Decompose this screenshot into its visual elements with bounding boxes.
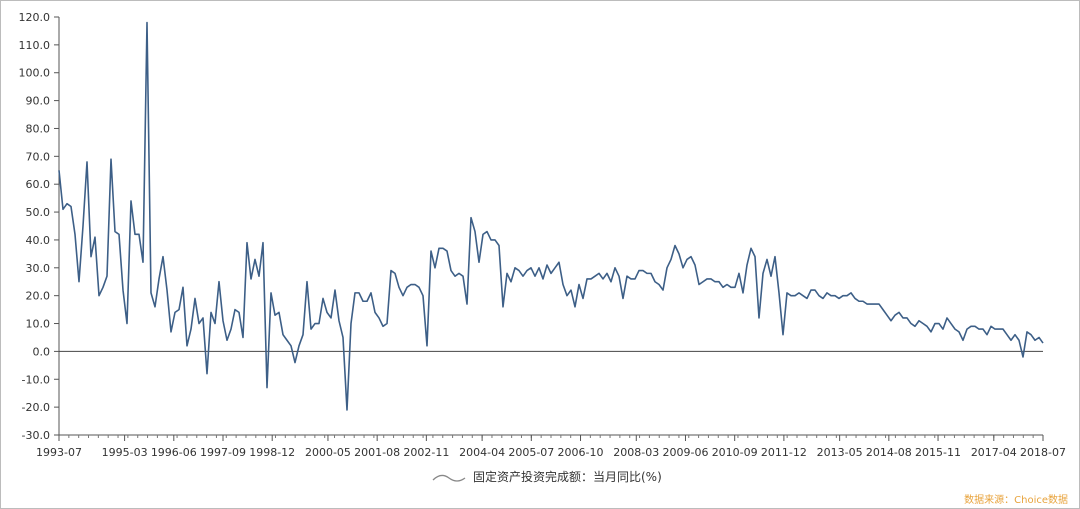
x-tick-label: 2013-05 [817, 446, 863, 459]
x-tick-label: 2010-09 [712, 446, 758, 459]
x-tick-label: 2000-05 [305, 446, 351, 459]
legend-label: 固定资产投资完成额：当月同比(%) [473, 469, 662, 484]
x-tick-label: 2004-04 [459, 446, 505, 459]
y-tick-label: 50.0 [26, 206, 51, 219]
y-tick-label: 70.0 [26, 150, 51, 163]
x-tick-label: 1998-12 [249, 446, 295, 459]
x-tick-label: 2005-07 [508, 446, 554, 459]
x-axis: 1993-07 1995-03 1996-06 1997-09 1998-12 2000-… [36, 434, 1066, 459]
x-tick-label: 1993-07 [36, 446, 82, 459]
y-tick-label: 60.0 [26, 178, 51, 191]
series-line [58, 21, 1044, 411]
y-tick-label: 90.0 [26, 95, 51, 108]
y-tick-label: 20.0 [26, 290, 51, 303]
y-tick-label: -10.0 [22, 373, 50, 386]
y-tick-label: 30.0 [26, 262, 51, 275]
x-tick-label: 2008-03 [613, 446, 659, 459]
x-tick-label: 2018-07 [1020, 446, 1066, 459]
y-tick-label: 10.0 [26, 318, 51, 331]
source-note: 数据来源：Choice数据 [964, 493, 1068, 506]
y-tick-label: 80.0 [26, 122, 51, 135]
y-tick-label: -30.0 [22, 429, 50, 442]
x-tick-label: 1997-09 [200, 446, 246, 459]
x-tick-label: 2017-04 [971, 446, 1017, 459]
x-tick-label: 2015-11 [915, 446, 961, 459]
x-tick-label: 2009-06 [662, 446, 708, 459]
y-tick-label: 120.0 [19, 11, 51, 24]
x-tick-label: 2006-10 [558, 446, 604, 459]
x-tick-label: 2014-08 [866, 446, 912, 459]
legend-swatch-icon [432, 474, 466, 482]
x-tick-label: 2002-11 [403, 446, 449, 459]
y-tick-label: 110.0 [19, 39, 51, 52]
legend: 固定资产投资完成额：当月同比(%) [432, 469, 662, 484]
y-tick-label: 0.0 [33, 345, 51, 358]
x-tick-label: 1995-03 [102, 446, 148, 459]
x-tick-label: 1996-06 [151, 446, 197, 459]
x-tick-label: 2011-12 [761, 446, 807, 459]
y-axis: 120.0 110.0 100.0 90.0 80.0 70.0 60.0 50.0 40.0 3… [19, 11, 60, 442]
x-tick-label: 2001-08 [354, 446, 400, 459]
y-tick-label: 100.0 [19, 67, 51, 80]
y-tick-label: 40.0 [26, 234, 51, 247]
y-tick-label: -20.0 [22, 401, 50, 414]
